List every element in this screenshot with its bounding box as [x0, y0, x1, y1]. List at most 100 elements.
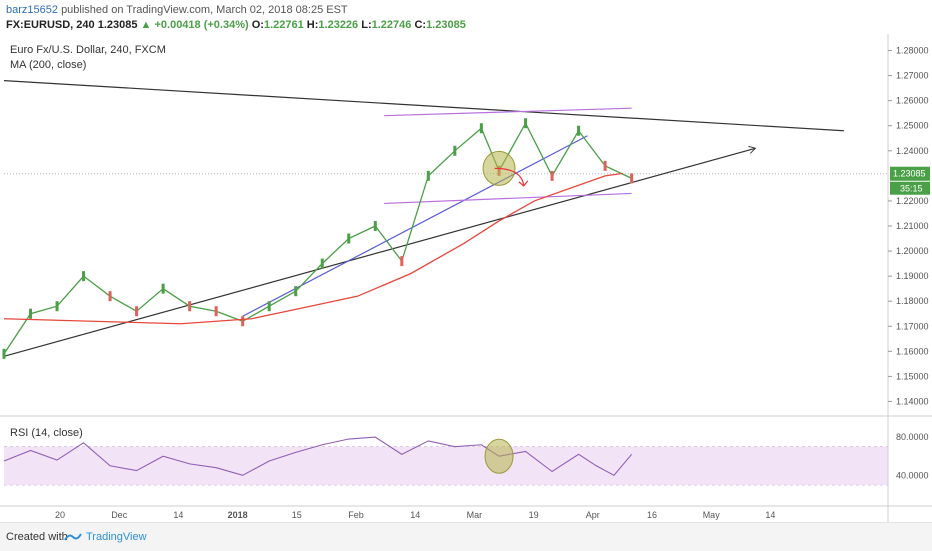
rsi-tick-label: 80.0000	[896, 432, 929, 442]
candle	[453, 145, 457, 156]
created-with: Created with	[6, 531, 68, 543]
candle	[320, 258, 324, 269]
candle	[188, 301, 192, 312]
tradingview-logo-icon	[64, 533, 82, 541]
price-line	[3, 121, 632, 355]
price-tick-label: 1.20000	[896, 246, 929, 256]
time-tick-label: 19	[529, 510, 539, 520]
grid	[4, 173, 888, 486]
open-label: O:	[251, 19, 264, 31]
candle	[214, 306, 218, 317]
author-link[interactable]: barz15652	[6, 4, 58, 16]
high-value: 1.23226	[318, 19, 359, 31]
candle	[347, 233, 351, 244]
chart-header: barz15652 published on TradingView.com, …	[0, 0, 932, 34]
time-tick-label: 14	[173, 510, 183, 520]
price-series	[2, 118, 634, 359]
candle	[108, 291, 112, 302]
candle	[524, 118, 528, 129]
candle	[29, 308, 33, 319]
rsi-tick-label: 40.0000	[896, 470, 929, 480]
candle	[241, 316, 245, 327]
price-tick-label: 1.14000	[896, 396, 929, 406]
time-tick-label: 14	[765, 510, 775, 520]
price-tick-label: 1.26000	[896, 96, 929, 106]
time-tick-label: 14	[410, 510, 420, 520]
legend-title: Euro Fx/U.S. Dollar, 240, FXCM	[10, 44, 166, 56]
candle	[135, 306, 139, 317]
price-tick-label: 1.27000	[896, 71, 929, 81]
trendline	[3, 80, 844, 132]
trendline	[3, 147, 756, 357]
price-tick-label: 1.18000	[896, 296, 929, 306]
trendlines[interactable]	[3, 80, 844, 357]
candle	[373, 221, 377, 231]
trendline	[384, 192, 632, 205]
annotations[interactable]	[482, 150, 529, 474]
high-label: H:	[306, 19, 319, 31]
forecast-arrow	[494, 167, 525, 186]
candle	[161, 283, 165, 294]
candle	[55, 301, 59, 312]
candle	[267, 301, 271, 312]
candle	[577, 125, 581, 136]
countdown-tag	[890, 181, 930, 195]
footer: Created with TradingView	[0, 522, 932, 551]
time-tick-label: 20	[55, 510, 65, 520]
time-tick-label: 15	[292, 510, 302, 520]
symbol-label[interactable]: FX:EURUSD, 240	[6, 19, 95, 31]
candle	[2, 348, 6, 359]
close-label: C:	[414, 19, 427, 31]
rsi-band	[4, 446, 888, 485]
time-tick-label: Apr	[586, 510, 600, 520]
last-price-tag	[890, 166, 930, 181]
legend-ma: MA (200, close)	[10, 59, 86, 71]
chart-canvas[interactable]: 1.28000 1.27000 1.26000 1.25000 1.24000 1.220…	[0, 34, 932, 522]
candle	[550, 170, 554, 181]
last-price-label: 1.23085	[893, 169, 926, 179]
rsi-highlight-circle	[484, 438, 514, 474]
ma-line	[3, 172, 623, 325]
candle	[479, 123, 483, 134]
candle	[630, 173, 634, 184]
price-tick-label: 1.24000	[896, 146, 929, 156]
time-tick-label: Feb	[348, 510, 364, 520]
low-label: L:	[361, 19, 372, 31]
low-value: 1.22746	[371, 19, 412, 31]
trendline	[384, 107, 632, 117]
open-value: 1.22761	[263, 19, 304, 31]
time-tick-label: 16	[647, 510, 657, 520]
axes: 1.28000 1.27000 1.26000 1.25000 1.24000 1.220…	[0, 34, 932, 522]
price-tick-label: 1.15000	[896, 371, 929, 381]
ohlc-line: FX:EURUSD, 240 1.23085 ▲ +0.00418 (+0.34…	[6, 19, 466, 31]
close-value: 1.23085	[426, 19, 466, 31]
legend-rsi: RSI (14, close)	[10, 427, 83, 439]
price-change: ▲ +0.00418 (+0.34%)	[140, 19, 249, 31]
time-tick-label: Dec	[111, 510, 128, 520]
time-tick-label: May	[703, 510, 721, 520]
publish-line: barz15652 published on TradingView.com, …	[6, 4, 348, 16]
price-tick-label: 1.22000	[896, 196, 929, 206]
rsi-series	[3, 436, 633, 477]
candle	[603, 160, 607, 171]
countdown-label: 35:15	[900, 184, 923, 194]
price-tick-label: 1.17000	[896, 321, 929, 331]
price-tick-label: 1.25000	[896, 121, 929, 131]
candle	[400, 256, 404, 267]
price-tick-label: 1.16000	[896, 346, 929, 356]
price-tick-label: 1.28000	[896, 46, 929, 56]
time-tick-label: 2018	[228, 510, 248, 520]
rsi-line	[3, 436, 633, 477]
candle	[426, 170, 430, 181]
tradingview-link[interactable]: TradingView	[86, 531, 147, 543]
price-tick-label: 1.21000	[896, 221, 929, 231]
time-tick-label: Mar	[467, 510, 483, 520]
moving-average	[3, 172, 623, 325]
publish-info: published on TradingView.com, March 02, …	[61, 4, 348, 16]
price-tick-label: 1.19000	[896, 271, 929, 281]
trendline-arrowhead	[748, 145, 757, 154]
candle	[82, 271, 86, 282]
candle	[294, 286, 298, 297]
last-price: 1.23085	[97, 19, 138, 31]
forecast-arrowhead	[518, 180, 529, 187]
